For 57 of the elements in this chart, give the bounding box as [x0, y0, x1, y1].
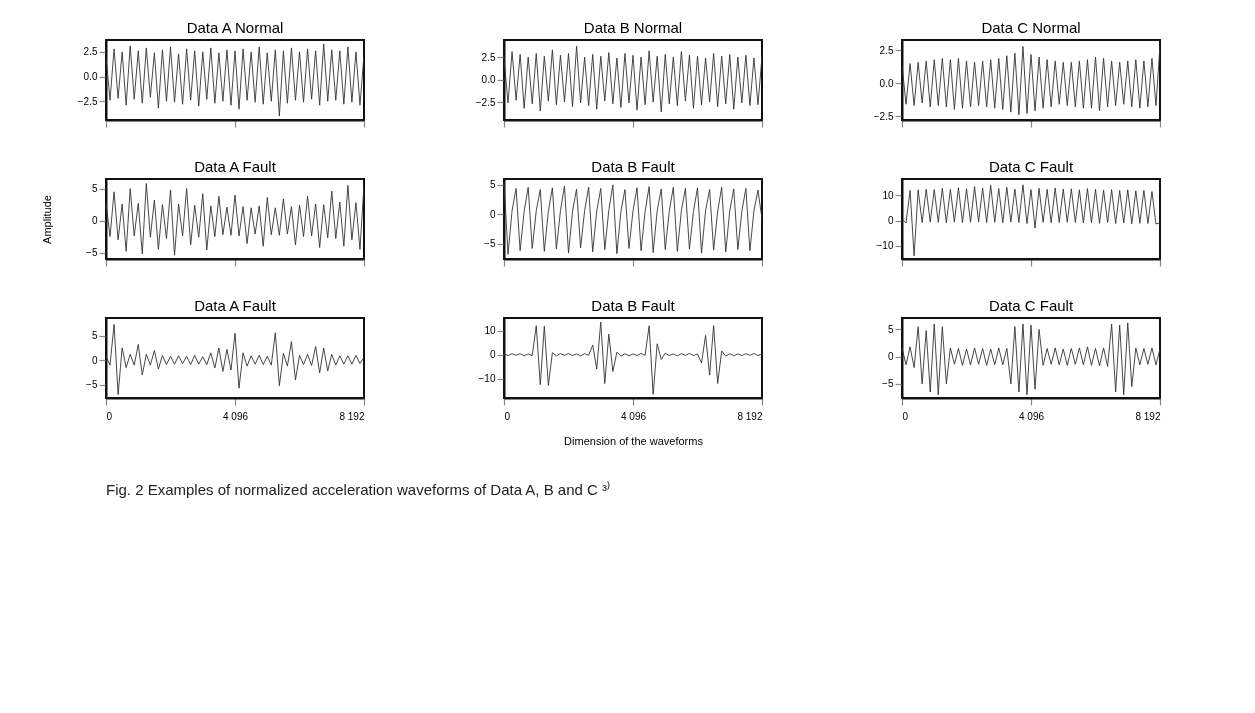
y-tick-label: 10 — [484, 325, 496, 337]
y-tick-label: 0 — [489, 208, 496, 220]
y-tick-label: −5 — [86, 247, 98, 259]
x-tick-label: 8 192 — [1135, 410, 1161, 422]
y-tick-label: 5 — [887, 323, 894, 335]
y-tick-label: 0.0 — [481, 74, 496, 86]
y-tick-label: 0 — [887, 215, 894, 227]
y-tick-label: 2.5 — [481, 51, 496, 63]
x-tick-label: 0 — [504, 410, 511, 422]
y-tick-label: −5 — [86, 379, 98, 391]
y-tick-label: −2.5 — [475, 96, 496, 108]
x-tick-label: 8 192 — [339, 410, 365, 422]
caption: Fig. 2 Examples of normalized acceleration waveforms of Data A, B and C ³⁾ — [106, 481, 611, 498]
x-tick-label: 0 — [902, 410, 909, 422]
y-tick-label: 0 — [91, 215, 98, 227]
y-tick-label: −2.5 — [873, 110, 894, 122]
chart-title: Data C Fault — [988, 158, 1074, 175]
chart-title: Data B Fault — [591, 297, 676, 314]
y-tick-label: 0.0 — [83, 71, 98, 83]
x-tick-label: 4 096 — [1018, 410, 1045, 422]
line-series — [902, 322, 1160, 396]
y-tick-label: 0 — [489, 349, 496, 361]
y-tick-label: −2.5 — [77, 95, 98, 107]
chart-title: Data B Fault — [591, 158, 676, 175]
y-tick-label: −5 — [484, 238, 496, 250]
line-series — [504, 181, 762, 255]
x-axis-title: Dimension of the waveforms — [564, 434, 704, 447]
chart-title: Data C Fault — [988, 297, 1074, 314]
line-series — [504, 45, 762, 113]
y-tick-label: 0.0 — [879, 77, 894, 89]
x-tick-label: 4 096 — [620, 410, 647, 422]
y-tick-label: −10 — [876, 240, 894, 252]
y-tick-label: −10 — [478, 373, 496, 385]
line-series — [504, 321, 762, 395]
line-series — [106, 43, 364, 117]
line-series — [902, 44, 1160, 116]
y-tick-label: 10 — [882, 189, 894, 201]
chart-title: Data B Normal — [583, 19, 683, 36]
x-tick-label: 4 096 — [222, 410, 249, 422]
x-tick-label: 8 192 — [737, 410, 763, 422]
y-tick-label: −5 — [882, 378, 894, 390]
chart-title: Data A Fault — [194, 158, 277, 175]
y-tick-label: 5 — [91, 183, 98, 195]
y-tick-label: 2.5 — [83, 46, 98, 58]
y-tick-label: 5 — [91, 330, 98, 342]
line-series — [106, 183, 364, 256]
line-series — [106, 323, 364, 396]
line-series — [902, 184, 1160, 257]
y-tick-label: 5 — [489, 179, 496, 191]
y-tick-label: 0 — [887, 351, 894, 363]
y-tick-label: 2.5 — [879, 44, 894, 56]
chart-title: Data C Normal — [981, 19, 1081, 36]
chart-title: Data A Normal — [186, 19, 284, 36]
x-tick-label: 0 — [106, 410, 113, 422]
y-tick-label: 0 — [91, 354, 98, 366]
chart-title: Data A Fault — [194, 297, 277, 314]
y-axis-title: Amplitude — [40, 195, 53, 244]
